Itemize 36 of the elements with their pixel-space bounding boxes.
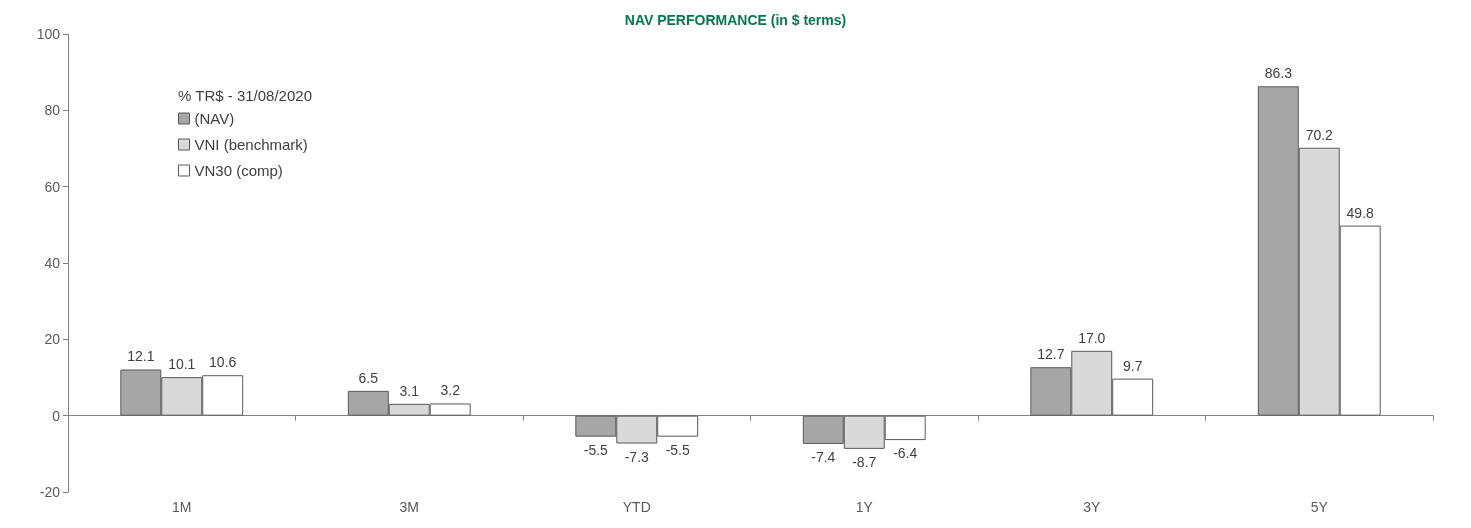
data-label: 9.7: [1122, 357, 1143, 374]
data-label: 12.7: [1037, 346, 1065, 363]
legend-label: VNI (benchmark): [194, 136, 308, 153]
y-tick-label: 40: [44, 255, 61, 271]
x-tick-label: YTD: [622, 499, 651, 515]
data-label: 6.5: [358, 369, 379, 386]
data-label: -7.3: [624, 448, 650, 465]
data-label: 3.2: [440, 382, 461, 399]
y-tick-label: 0: [52, 407, 61, 424]
x-tick-label: 3M: [399, 499, 419, 515]
data-label: 10.6: [209, 354, 237, 371]
legend-label: VN30 (comp): [194, 162, 283, 179]
data-label: -5.5: [665, 441, 690, 458]
y-tick-label: 20: [44, 331, 61, 348]
data-label: 3.1: [399, 382, 420, 399]
y-tick-label: 80: [44, 102, 61, 119]
x-tick-label: 5Y: [1310, 499, 1329, 515]
data-label: -7.4: [811, 448, 836, 465]
legend-label: (NAV): [194, 110, 235, 127]
data-label: 86.3: [1264, 65, 1293, 82]
data-label: 17.0: [1078, 329, 1106, 346]
data-label: 12.1: [127, 348, 155, 365]
legend-title: % TR$ - 31/08/2020: [178, 87, 312, 104]
y-tick-label: 100: [36, 26, 61, 42]
data-label: 10.1: [168, 356, 196, 373]
x-tick-label: 1M: [172, 499, 192, 515]
chart-title: NAV PERFORMANCE (in $ terms): [624, 12, 847, 28]
y-tick-label: 60: [44, 178, 61, 195]
data-label: -6.4: [893, 445, 918, 462]
x-tick-label: 1Y: [855, 499, 874, 515]
y-tick-label: -20: [39, 484, 61, 500]
data-label: 70.2: [1305, 126, 1334, 143]
data-label: -8.7: [852, 453, 877, 470]
data-label: -5.5: [583, 441, 609, 458]
x-tick-label: 3Y: [1083, 499, 1101, 515]
data-label: 49.8: [1346, 204, 1375, 221]
